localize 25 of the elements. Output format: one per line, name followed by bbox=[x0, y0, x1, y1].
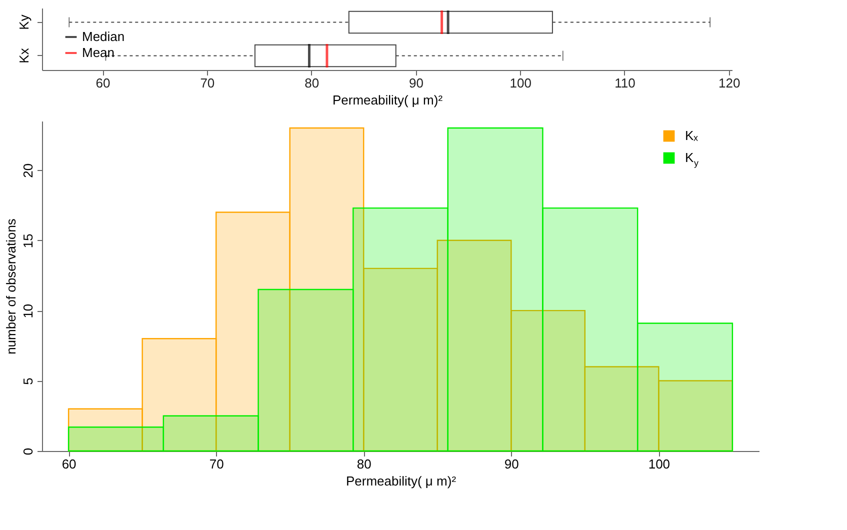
y-tick-label: Ky bbox=[16, 14, 32, 30]
y-tick-label: 15 bbox=[20, 234, 36, 248]
y-axis-title: number of observations bbox=[4, 218, 18, 354]
y-tick-label: 20 bbox=[20, 163, 36, 178]
x-tick-label: 110 bbox=[614, 76, 636, 90]
x-tick-label: 100 bbox=[648, 456, 670, 472]
x-axis-title: Permeability( μ m)² bbox=[346, 474, 457, 488]
x-tick-label: 70 bbox=[209, 456, 224, 472]
y-tick-label: 10 bbox=[20, 304, 36, 318]
y-tick-label: 5 bbox=[20, 378, 36, 385]
x-tick-label: 70 bbox=[200, 76, 215, 90]
x-tick-label: 60 bbox=[96, 76, 110, 90]
y-tick-label: 0 bbox=[20, 448, 36, 456]
x-tick-label: 80 bbox=[356, 456, 372, 472]
annotation: Mean bbox=[82, 45, 115, 60]
x-tick-label: 90 bbox=[408, 76, 424, 90]
x-tick-label: 120 bbox=[718, 76, 740, 90]
annotation: Median bbox=[82, 29, 125, 44]
legend-label: Kₓ bbox=[685, 128, 699, 143]
x-tick-label: 100 bbox=[510, 76, 532, 90]
y-tick-label: Kx bbox=[16, 48, 32, 64]
x-tick-label: 90 bbox=[504, 456, 519, 472]
x-tick-label: 60 bbox=[62, 456, 76, 472]
x-tick-label: 80 bbox=[304, 76, 320, 90]
x-axis-title: Permeability( μ m)² bbox=[332, 92, 444, 108]
